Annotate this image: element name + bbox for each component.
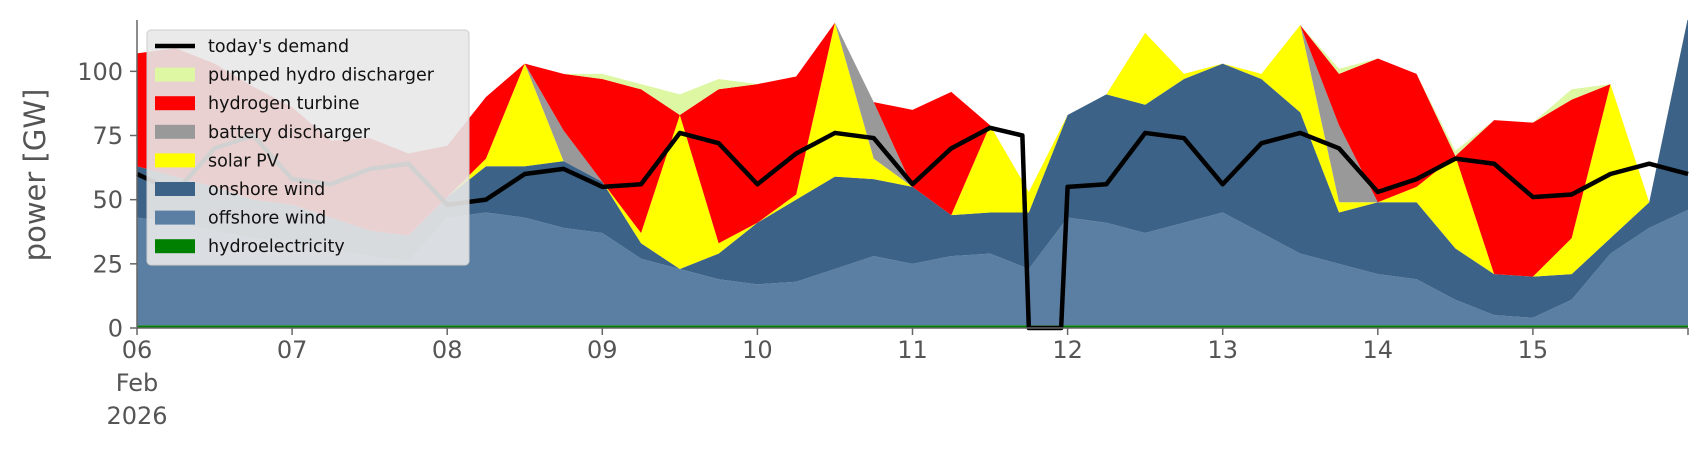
x-tick-label: 11	[897, 336, 928, 364]
x-tick-label: 12	[1052, 336, 1083, 364]
legend-label-hydroelectricity: hydroelectricity	[208, 237, 345, 257]
legend-swatch-battery-discharger	[155, 124, 195, 139]
y-tick-label: 50	[92, 186, 123, 214]
area-hydrogen-turbine	[137, 20, 1688, 277]
x-tick-label: 14	[1363, 336, 1394, 364]
legend-label-onshore-wind: onshore wind	[208, 180, 325, 200]
area-solar-pv	[137, 20, 1688, 277]
legend-label-battery-discharger: battery discharger	[208, 123, 371, 143]
y-tick-label: 0	[108, 315, 123, 343]
x-tick-label: 09	[587, 336, 618, 364]
area-onshore-wind	[137, 20, 1688, 318]
legend-box	[146, 29, 470, 266]
area-offshore-wind	[137, 209, 1688, 326]
legend-swatch-offshore-wind	[155, 210, 195, 225]
x-tick-label: 10	[742, 336, 773, 364]
legend-swatch-hydrogen-turbine	[155, 96, 195, 111]
legend-label-offshore-wind: offshore wind	[208, 209, 326, 229]
axes: 0 25 50 75 100 06 Feb 2026 07 08 09 10 11 12 13 14 15	[77, 20, 1689, 430]
legend-swatch-hydroelectricity	[155, 239, 195, 254]
x-tick-label: 06	[122, 336, 153, 364]
x-tick-label: 2026	[106, 402, 167, 430]
x-tick-label: Feb	[116, 369, 159, 397]
legend-label-today-s-demand: today's demand	[208, 37, 349, 57]
y-tick-label: 25	[92, 250, 123, 278]
legend-swatch-pumped-hydro-discharger	[155, 67, 195, 82]
legend-label-solar-pv: solar PV	[208, 151, 279, 171]
x-tick-label: 15	[1518, 336, 1549, 364]
legend: today's demand pumped hydro discharger hyd…	[146, 29, 470, 266]
x-tick-label: 07	[277, 336, 308, 364]
x-tick-label: 08	[432, 336, 463, 364]
y-tick-label: 75	[92, 122, 123, 150]
y-axis-title: power [GW]	[18, 89, 52, 262]
legend-swatch-onshore-wind	[155, 182, 195, 196]
legend-swatch-solar-pv	[155, 153, 195, 168]
legend-label-pumped-hydro-discharger: pumped hydro discharger	[208, 66, 435, 86]
y-tick-label: 100	[77, 58, 123, 86]
x-tick-label: 13	[1207, 336, 1238, 364]
legend-label-hydrogen-turbine: hydrogen turbine	[208, 94, 360, 114]
